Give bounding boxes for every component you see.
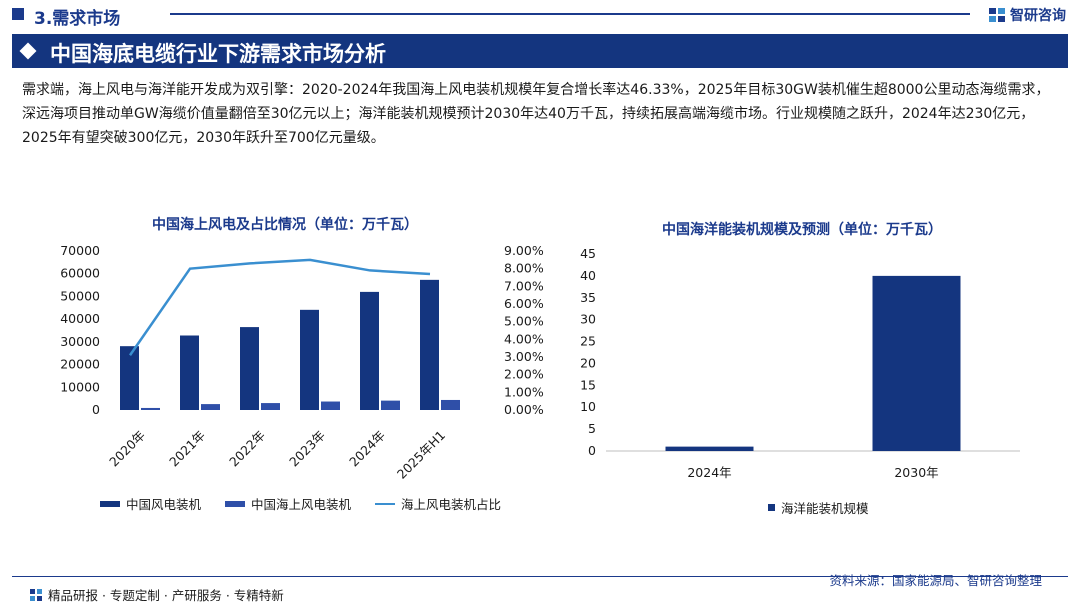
right-axis-tick-label: 7.00% — [504, 278, 544, 293]
legend-swatch — [768, 504, 775, 511]
legend-swatch — [375, 502, 396, 505]
chart1-legend: 中国风电装机 中国海上风电装机 海上风电装机占比 — [100, 494, 525, 513]
legend-label: 中国海上风电装机 — [251, 497, 352, 512]
bar-wind-total — [300, 309, 319, 410]
x-axis-tick-label: 2020年 — [106, 428, 148, 470]
brand-logo-icon — [989, 8, 1005, 22]
x-axis-tick-label: 2021年 — [166, 428, 208, 470]
page-title: 中国海底电缆行业下游需求市场分析 — [50, 42, 386, 66]
right-axis-tick-label: 2.00% — [504, 367, 544, 382]
bar-wind-total — [240, 327, 259, 410]
bar-wind-total — [360, 291, 379, 410]
bar-offshore-wind — [381, 400, 400, 410]
section-divider — [170, 13, 970, 15]
legend-label: 海上风电装机占比 — [401, 497, 502, 512]
footer-services-text: 精品研报 · 专题定制 · 产研服务 · 专精特新 — [48, 588, 284, 603]
y-axis-tick-label: 35 — [580, 290, 596, 305]
right-axis-tick-label: 8.00% — [504, 261, 544, 276]
chart1-title: 中国海上风电及占比情况（单位：万千瓦） — [152, 217, 418, 233]
y-axis-tick-label: 45 — [580, 246, 596, 261]
left-axis-tick-label: 0 — [92, 402, 100, 417]
bar-wind-total — [120, 346, 139, 410]
x-axis-tick-label: 2024年 — [687, 465, 731, 480]
brand-mark-icon — [30, 588, 42, 601]
bar-ocean-energy — [872, 275, 961, 451]
bar-wind-total — [420, 279, 439, 410]
y-axis-tick-label: 10 — [580, 399, 596, 414]
x-axis-tick-label: 2024年 — [346, 428, 388, 470]
y-axis-tick-label: 25 — [580, 334, 596, 349]
legend-item-offshore: 中国海上风电装机 — [225, 494, 351, 513]
y-axis-tick-label: 20 — [580, 355, 596, 370]
right-axis-tick-label: 0.00% — [504, 402, 544, 417]
brand-logo-text: 智研咨询 — [1010, 8, 1066, 24]
y-axis-tick-label: 5 — [588, 421, 596, 436]
right-axis-tick-label: 1.00% — [504, 384, 544, 399]
footer-services: 精品研报 · 专题定制 · 产研服务 · 专精特新 — [30, 585, 284, 604]
x-axis-tick-label: 2023年 — [286, 428, 328, 470]
left-axis-tick-label: 20000 — [60, 357, 100, 372]
right-axis-tick-label: 5.00% — [504, 314, 544, 329]
left-axis-tick-label: 50000 — [60, 288, 100, 303]
bar-offshore-wind — [201, 404, 220, 410]
right-axis-tick-label: 9.00% — [504, 243, 544, 258]
bar-wind-total — [180, 335, 199, 410]
left-axis-tick-label: 60000 — [60, 266, 100, 281]
bar-ocean-energy — [665, 446, 754, 451]
x-axis-tick-label: 2022年 — [226, 428, 268, 470]
legend-label: 海洋能装机规模 — [781, 501, 869, 516]
page-title-banner: 中国海底电缆行业下游需求市场分析 — [12, 34, 1068, 68]
y-axis-tick-label: 30 — [580, 312, 596, 327]
y-axis-tick-label: 0 — [588, 443, 596, 458]
bar-offshore-wind — [261, 403, 280, 410]
source-note: 资料来源：国家能源局、智研咨询整理 — [829, 573, 1042, 588]
left-axis-tick-label: 70000 — [60, 243, 100, 258]
brand-logo: 智研咨询 — [988, 5, 1066, 25]
right-axis-tick-label: 4.00% — [504, 331, 544, 346]
description-paragraph: 需求端，海上风电与海洋能开发成为双引擎：2020-2024年我国海上风电装机规模… — [22, 82, 1050, 146]
legend-swatch — [100, 500, 120, 507]
bar-offshore-wind — [141, 407, 160, 410]
section-title: 3.需求市场 — [34, 9, 121, 29]
legend-item-share: 海上风电装机占比 — [375, 494, 501, 513]
y-axis-tick-label: 40 — [580, 268, 596, 283]
section-marker — [12, 8, 24, 20]
section-header: 3.需求市场 智研咨询 — [0, 0, 1080, 30]
bar-offshore-wind — [441, 399, 460, 410]
ocean-energy-chart: 45 40 35 30 25 20 15 10 5 0 2024年 2030年 — [580, 246, 1020, 480]
legend-item-ocean-energy: 海洋能装机规模 — [768, 498, 869, 517]
right-axis-tick-label: 6.00% — [504, 296, 544, 311]
offshore-wind-chart: 70000 60000 50000 40000 30000 20000 10000 0 9.00… — [60, 243, 544, 482]
left-axis-tick-label: 40000 — [60, 311, 100, 326]
left-axis-tick-label: 30000 — [60, 334, 100, 349]
x-axis-tick-label: 2030年 — [894, 465, 938, 480]
footer-divider — [12, 576, 1068, 577]
y-axis-tick-label: 15 — [580, 377, 596, 392]
x-axis-tick-label: 2025年H1 — [394, 428, 448, 482]
chart2-title: 中国海洋能装机规模及预测（单位：万千瓦） — [662, 222, 942, 238]
diamond-icon — [19, 42, 37, 60]
chart2-legend: 海洋能装机规模 — [768, 498, 893, 517]
legend-item-wind-total: 中国风电装机 — [100, 494, 201, 513]
left-axis-tick-label: 10000 — [60, 379, 100, 394]
legend-label: 中国风电装机 — [126, 497, 202, 512]
right-axis-tick-label: 3.00% — [504, 349, 544, 364]
bar-offshore-wind — [321, 401, 340, 410]
legend-swatch — [225, 500, 246, 507]
share-line — [128, 258, 431, 356]
